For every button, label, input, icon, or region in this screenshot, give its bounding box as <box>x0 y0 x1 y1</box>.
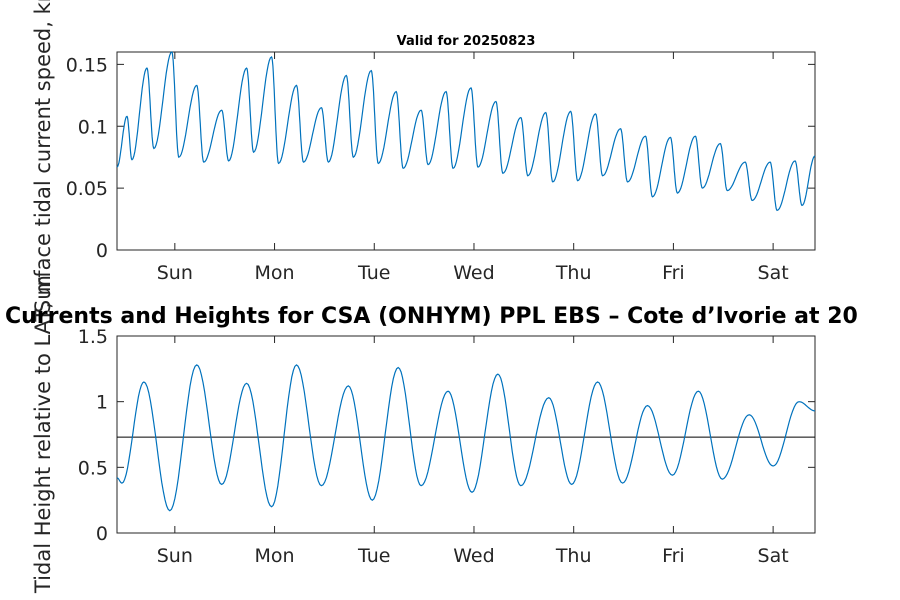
x-tick-label: Thu <box>555 262 592 284</box>
x-tick-label: Fri <box>662 262 685 284</box>
plot-area <box>116 335 816 534</box>
x-tick-label: Tue <box>357 262 390 284</box>
x-tick-label: Fri <box>662 545 685 567</box>
x-tick-label: Wed <box>453 545 494 567</box>
chart-bottom-tidal-height: 0 0.5 1 1.5 Sun Mon Tue Wed Thu Fri Sat Tidal Heigh… <box>5 275 858 594</box>
y-tick-label: 0 <box>96 523 108 545</box>
y-tick-label: 0.05 <box>66 178 108 200</box>
y-tick-label: 1.5 <box>78 326 108 348</box>
x-tick-label: Tue <box>357 545 390 567</box>
x-tick-label: Sat <box>758 262 789 284</box>
y-tick-label: 0.5 <box>78 457 108 479</box>
chart-top-current-speed: 0 0.05 0.1 0.15 Sun Mon Tue Wed Thu Fri Sat Surface… <box>31 0 816 313</box>
series-line <box>116 364 816 512</box>
x-tick-label: Mon <box>255 545 295 567</box>
plot-area <box>116 51 816 251</box>
x-tick-label: Thu <box>555 545 592 567</box>
x-tick-label: Sun <box>157 545 193 567</box>
x-tick-label: Wed <box>453 262 494 284</box>
series-line <box>116 51 816 212</box>
chart-title: Currents and Heights for CSA (ONHYM) PPL… <box>5 304 858 329</box>
y-tick-label: 0.15 <box>66 54 108 76</box>
y-tick-label: 0.1 <box>78 116 108 138</box>
y-axis-label: Tidal Height relative to LAT, m <box>31 275 55 594</box>
y-axis-label: Surface tidal current speed, kn <box>31 0 55 313</box>
x-tick-label: Sat <box>758 545 789 567</box>
x-tick-label: Mon <box>255 262 295 284</box>
y-tick-label: 0 <box>96 240 108 262</box>
chart-title: Valid for 20250823 <box>397 34 536 49</box>
x-tick-label: Sun <box>157 262 193 284</box>
y-tick-label: 1 <box>96 392 108 414</box>
